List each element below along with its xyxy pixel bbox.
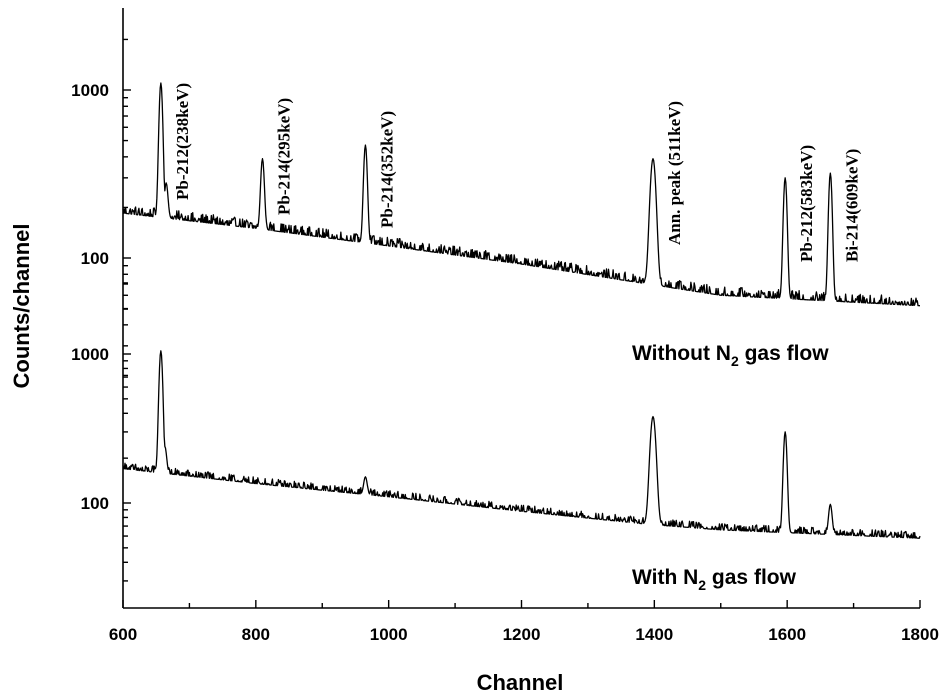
peak-label: Pb-214(352keV) <box>377 111 396 228</box>
y-tick-label: 1000 <box>71 345 109 364</box>
upper-series-label: Without N2 gas flow <box>632 342 829 369</box>
peak-label: Bi-214(609keV) <box>842 149 861 262</box>
x-ticks: 600 800 1000 1200 1400 1600 1800 <box>109 600 939 644</box>
peak-label: Pb-214(295keV) <box>275 98 294 215</box>
spectrum-line-with-n2 <box>122 350 921 539</box>
x-tick-label: 1400 <box>635 625 673 644</box>
y-axis-title: Counts/channel <box>9 223 34 388</box>
y-tick-label: 100 <box>81 249 109 268</box>
y-tick-label: 100 <box>81 494 109 513</box>
x-tick-label: 800 <box>242 625 270 644</box>
upper-spectrum-panel <box>122 82 921 307</box>
x-tick-label: 1800 <box>901 625 939 644</box>
peak-label: Ann. peak (511keV) <box>665 101 684 245</box>
x-tick-label: 1000 <box>370 625 408 644</box>
lower-series-label: With N2 gas flow <box>632 566 797 593</box>
peak-label: Pb-212(238keV) <box>173 83 192 200</box>
y-tick-label: 1000 <box>71 81 109 100</box>
lower-spectrum-panel <box>122 350 921 539</box>
y-ticks: 1000 100 1000 100 <box>71 38 131 582</box>
peak-labels: Pb-212(238keV) Pb-214(295keV) Pb-214(352ke… <box>173 83 861 262</box>
spectrum-line-without-n2 <box>122 82 921 307</box>
x-tick-label: 600 <box>109 625 137 644</box>
x-tick-label: 1200 <box>503 625 541 644</box>
x-axis-title: Channel <box>477 670 564 695</box>
x-tick-label: 1600 <box>768 625 806 644</box>
peak-label: Pb-212(583keV) <box>797 145 816 262</box>
